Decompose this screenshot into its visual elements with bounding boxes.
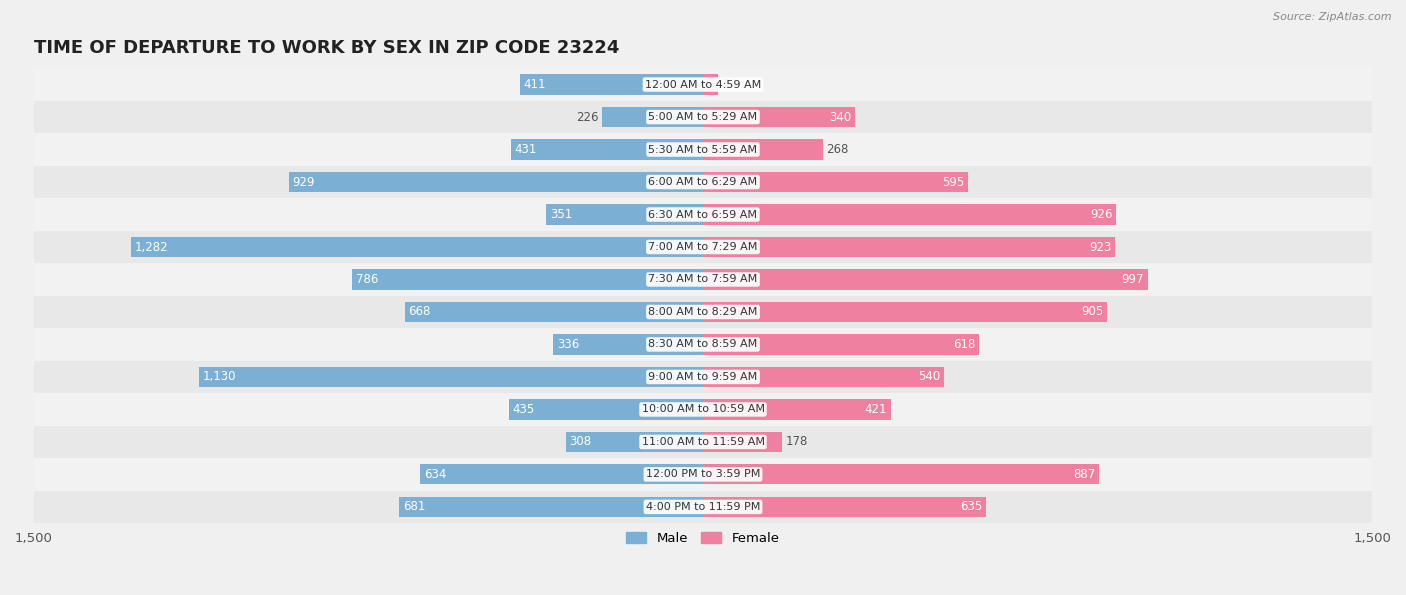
Bar — [703, 399, 891, 419]
Text: 923: 923 — [1088, 240, 1111, 253]
Bar — [703, 464, 1098, 484]
Text: 634: 634 — [423, 468, 446, 481]
Bar — [34, 328, 1372, 361]
Bar — [703, 172, 969, 192]
Bar — [703, 367, 943, 387]
Bar — [34, 361, 1372, 393]
Text: 340: 340 — [828, 111, 851, 124]
Text: 9:00 AM to 9:59 AM: 9:00 AM to 9:59 AM — [648, 372, 758, 382]
Bar — [34, 166, 1372, 198]
Text: 1,282: 1,282 — [135, 240, 169, 253]
Bar — [509, 399, 703, 419]
Text: 435: 435 — [513, 403, 534, 416]
Text: 635: 635 — [960, 500, 983, 513]
Bar — [34, 101, 1372, 133]
Text: 905: 905 — [1081, 305, 1104, 318]
Text: 431: 431 — [515, 143, 537, 156]
Bar — [34, 425, 1372, 458]
Text: 7:00 AM to 7:29 AM: 7:00 AM to 7:29 AM — [648, 242, 758, 252]
Bar — [399, 497, 703, 517]
Text: 308: 308 — [569, 436, 592, 449]
Bar — [703, 107, 855, 127]
Bar — [547, 205, 703, 224]
Bar — [420, 464, 703, 484]
Bar — [703, 237, 1115, 257]
Bar — [703, 139, 823, 159]
Bar — [703, 432, 782, 452]
Text: 34: 34 — [721, 78, 737, 91]
Text: 336: 336 — [557, 338, 579, 351]
Text: Source: ZipAtlas.com: Source: ZipAtlas.com — [1274, 12, 1392, 22]
Bar — [565, 432, 703, 452]
Bar — [703, 205, 1116, 224]
Bar — [200, 367, 703, 387]
Text: 887: 887 — [1073, 468, 1095, 481]
Bar — [34, 263, 1372, 296]
Text: 8:30 AM to 8:59 AM: 8:30 AM to 8:59 AM — [648, 340, 758, 349]
Bar — [405, 302, 703, 322]
Text: 7:30 AM to 7:59 AM: 7:30 AM to 7:59 AM — [648, 274, 758, 284]
Text: 1,130: 1,130 — [202, 371, 236, 383]
Text: 618: 618 — [953, 338, 976, 351]
Bar — [34, 491, 1372, 523]
Bar — [703, 270, 1147, 290]
Text: 10:00 AM to 10:59 AM: 10:00 AM to 10:59 AM — [641, 405, 765, 415]
Text: 12:00 PM to 3:59 PM: 12:00 PM to 3:59 PM — [645, 469, 761, 480]
Text: 540: 540 — [918, 371, 941, 383]
Bar — [288, 172, 703, 192]
Text: 786: 786 — [356, 273, 378, 286]
Bar — [34, 458, 1372, 491]
Text: 929: 929 — [292, 176, 315, 189]
Text: TIME OF DEPARTURE TO WORK BY SEX IN ZIP CODE 23224: TIME OF DEPARTURE TO WORK BY SEX IN ZIP … — [34, 39, 619, 57]
Bar — [131, 237, 703, 257]
Bar — [510, 139, 703, 159]
Bar — [703, 334, 979, 355]
Text: 6:30 AM to 6:59 AM: 6:30 AM to 6:59 AM — [648, 209, 758, 220]
Text: 681: 681 — [402, 500, 425, 513]
Bar — [703, 74, 718, 95]
Text: 5:00 AM to 5:29 AM: 5:00 AM to 5:29 AM — [648, 112, 758, 122]
Bar — [34, 296, 1372, 328]
Text: 11:00 AM to 11:59 AM: 11:00 AM to 11:59 AM — [641, 437, 765, 447]
Text: 6:00 AM to 6:29 AM: 6:00 AM to 6:29 AM — [648, 177, 758, 187]
Text: 595: 595 — [942, 176, 965, 189]
Bar — [34, 231, 1372, 263]
Text: 668: 668 — [409, 305, 432, 318]
Text: 226: 226 — [576, 111, 599, 124]
Text: 4:00 PM to 11:59 PM: 4:00 PM to 11:59 PM — [645, 502, 761, 512]
Text: 5:30 AM to 5:59 AM: 5:30 AM to 5:59 AM — [648, 145, 758, 155]
Bar — [34, 198, 1372, 231]
Legend: Male, Female: Male, Female — [621, 526, 785, 550]
Text: 351: 351 — [550, 208, 572, 221]
Bar — [520, 74, 703, 95]
Bar — [34, 68, 1372, 101]
Bar — [34, 133, 1372, 166]
Bar — [34, 393, 1372, 425]
Bar — [602, 107, 703, 127]
Text: 268: 268 — [827, 143, 848, 156]
Bar — [353, 270, 703, 290]
Text: 178: 178 — [786, 436, 808, 449]
Bar — [553, 334, 703, 355]
Text: 12:00 AM to 4:59 AM: 12:00 AM to 4:59 AM — [645, 80, 761, 90]
Text: 411: 411 — [523, 78, 546, 91]
Text: 421: 421 — [865, 403, 887, 416]
Text: 997: 997 — [1122, 273, 1144, 286]
Bar — [703, 497, 986, 517]
Text: 926: 926 — [1090, 208, 1112, 221]
Bar — [703, 302, 1107, 322]
Text: 8:00 AM to 8:29 AM: 8:00 AM to 8:29 AM — [648, 307, 758, 317]
